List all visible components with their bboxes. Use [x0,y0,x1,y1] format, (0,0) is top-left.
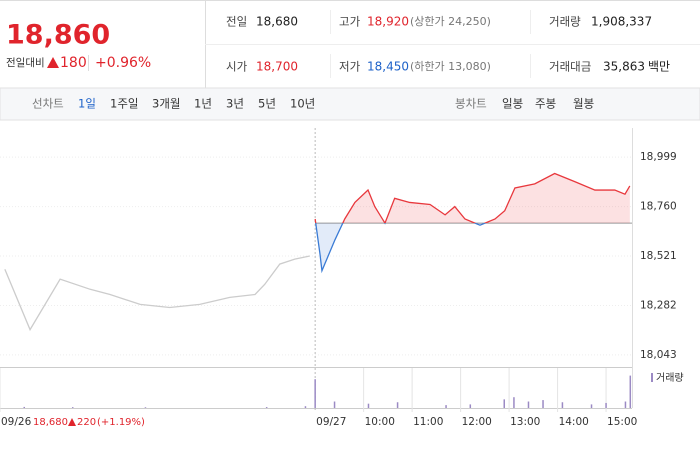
tab[interactable]: 1년 [194,97,212,111]
stat-value: 1,908,337 [591,15,652,29]
stat-label: 거래량 [549,15,581,29]
price-line [4,255,310,332]
volume-bar [265,407,268,408]
x-tick-label: 13:00 [510,416,540,428]
stat-value: 18,680 [256,15,298,29]
prev-change-pct: (+1.19%) [97,417,145,428]
stat-note: (하한가 13,080) [410,59,491,73]
stat-label: 저가 [339,60,361,74]
volume-bar [367,403,370,408]
stat-value: 35,863 [603,60,645,74]
stat-label: 고가 [339,15,361,29]
stat-label: 전일 [226,15,247,29]
y-tick-label: 18,521 [640,250,677,262]
volume-bar [304,406,307,408]
stat-label: 거래대금 [549,60,591,74]
y-tick-label: 18,043 [640,349,677,361]
tab[interactable]: 3년 [226,97,244,111]
volume-bar [629,375,632,408]
volume-bar [314,379,316,408]
volume-bar [527,401,530,408]
tab[interactable]: 월봉 [573,97,594,111]
change-pct: +0.96% [95,55,151,71]
x-tick-label: 09/26 [1,416,32,428]
volume-bar [445,405,447,408]
tab-group-label: 선차트 [32,97,64,111]
tab[interactable]: 5년 [258,97,276,111]
stat-value: 18,920 [367,15,409,29]
volume-bar [561,402,564,408]
x-tick-label: 15:00 [607,416,637,428]
volume-bar [624,401,627,408]
legend-label: 거래량 [656,372,684,384]
volume-bar [513,397,515,408]
stat-unit: 백만 [648,60,670,74]
volume-bar [542,400,544,408]
price-line [314,172,631,224]
up-arrow [47,57,59,68]
tab[interactable]: 일봉 [502,97,523,111]
volume-bar [396,402,399,408]
y-tick-label: 18,999 [640,151,677,163]
x-tick-label: 10:00 [365,416,395,428]
tab[interactable]: 3개월 [152,97,180,111]
y-tick-label: 18,760 [640,201,677,213]
change-label: 전일대비 [6,56,45,69]
y-tick-label: 18,282 [640,299,677,311]
x-tick-label: 14:00 [559,416,589,428]
tab-group-label: 봉차트 [455,97,487,111]
stat-note: (상한가 24,250) [410,15,491,28]
change: 180 [60,55,87,71]
x-tick-label: 11:00 [413,416,443,428]
stat-value: 18,700 [256,60,298,74]
prev-close: 18,680 [33,417,68,428]
volume-bar [469,404,472,408]
price: 18,860 [6,20,110,51]
volume-bar [333,401,336,408]
stat-value: 18,450 [367,60,409,74]
volume-bar [23,406,25,408]
volume-bar [71,407,74,408]
volume-bar [590,404,593,408]
prev-change: 220 [77,417,96,428]
volume-bar [605,402,607,408]
volume-bar [503,399,505,408]
area [315,173,630,224]
tab[interactable]: 1일 [78,97,96,111]
x-tick-label: 09/27 [316,416,346,428]
tab[interactable]: 주봉 [535,97,556,111]
x-tick-label: 12:00 [462,416,492,428]
stat-label: 시가 [226,60,248,74]
volume-bar [144,407,147,408]
tab[interactable]: 1주일 [110,97,138,111]
tab[interactable]: 10년 [290,97,315,111]
